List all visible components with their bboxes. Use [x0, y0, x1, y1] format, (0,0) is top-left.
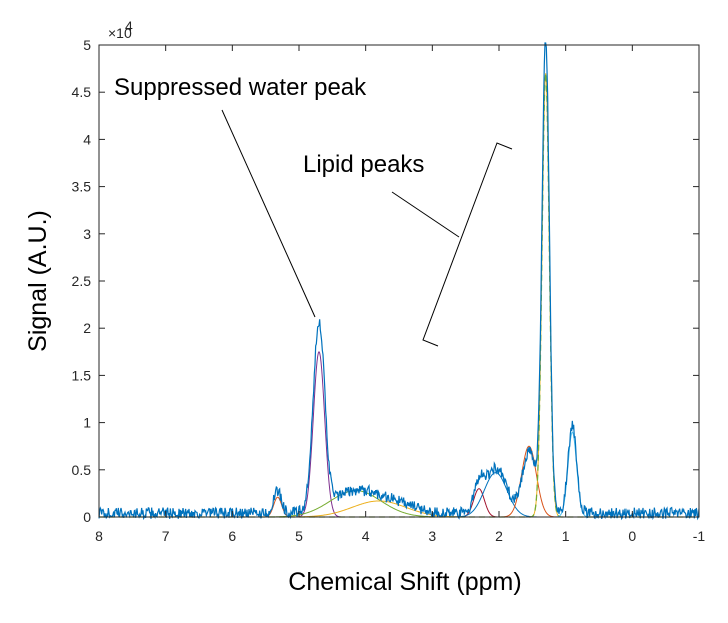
annotation-layer: Suppressed water peak Lipid peaks [114, 74, 513, 347]
x-axis-title: Chemical Shift (ppm) [288, 568, 521, 596]
x-tick-label: 7 [162, 528, 170, 544]
x-tick-label: 0 [628, 528, 636, 544]
plot-area [99, 45, 699, 517]
y-tick-label: 4 [83, 131, 91, 147]
y-tick-label: 1.5 [72, 367, 92, 383]
y-tick-label: 4.5 [72, 84, 92, 100]
y-exponent-power: 4 [125, 18, 133, 34]
annotation-water-label: Suppressed water peak [114, 74, 367, 101]
x-tick-label: 6 [228, 528, 236, 544]
x-tick-label: 1 [562, 528, 570, 544]
x-tick-label: 8 [95, 528, 103, 544]
x-tick-label: 4 [362, 528, 370, 544]
y-tick-label: 0.5 [72, 462, 92, 478]
y-tick-label: 3.5 [72, 179, 92, 195]
y-tick-label: 3 [83, 226, 91, 242]
annotation-lipid-bracket [422, 142, 513, 347]
y-exponent-base: ×10 [108, 25, 132, 41]
y-tick-label: 1 [83, 415, 91, 431]
measured-spectrum-line [98, 42, 700, 521]
x-tick-label: 3 [428, 528, 436, 544]
y-tick-label: 5 [83, 37, 91, 53]
x-tick-label: 5 [295, 528, 303, 544]
x-tick-label: 2 [495, 528, 503, 544]
y-tick-label: 2 [83, 320, 91, 336]
x-tick-label: -1 [693, 528, 706, 544]
y-tick-label: 2.5 [72, 273, 92, 289]
annotation-lipid-pointer [391, 191, 460, 238]
y-tick-label: 0 [83, 509, 91, 525]
y-axis-title: Signal (A.U.) [24, 210, 52, 352]
annotation-water-pointer [221, 109, 316, 318]
ticks-layer: 8 7 6 5 4 3 2 1 0 -1 0 0.5 1 1.5 2 2.5 3 3.5 4 4.5 5 [72, 37, 706, 544]
annotation-lipid-label: Lipid peaks [303, 151, 424, 178]
